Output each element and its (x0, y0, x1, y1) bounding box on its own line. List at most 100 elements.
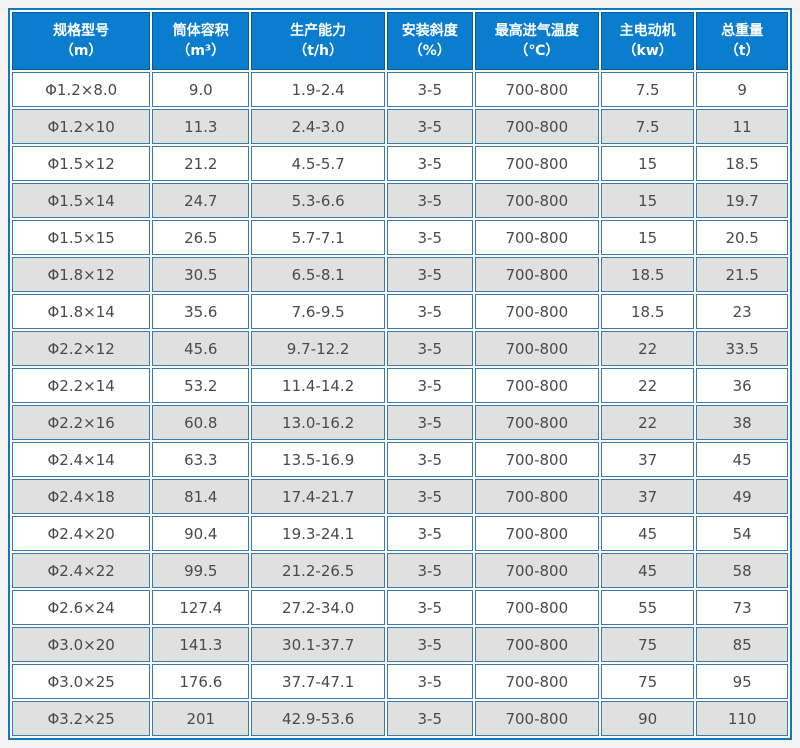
cell-r8-c0: Φ2.2×14 (12, 368, 151, 403)
cell-r17-c6: 110 (696, 701, 788, 736)
cell-r17-c3: 3-5 (386, 701, 473, 736)
cell-r16-c0: Φ3.0×25 (12, 664, 151, 699)
cell-r14-c4: 700-800 (474, 590, 600, 625)
table-row: Φ2.4×14 63.3 13.5-16.9 3-5 700-800 37 45 (12, 442, 788, 477)
cell-r10-c3: 3-5 (386, 442, 473, 477)
cell-r12-c5: 45 (601, 516, 695, 551)
cell-r14-c0: Φ2.6×24 (12, 590, 151, 625)
cell-r11-c6: 49 (696, 479, 788, 514)
cell-r2-c0: Φ1.5×12 (12, 146, 151, 181)
cell-r2-c4: 700-800 (474, 146, 600, 181)
cell-r9-c2: 13.0-16.2 (251, 405, 385, 440)
cell-r15-c2: 30.1-37.7 (251, 627, 385, 662)
column-title: 生产能力 (290, 22, 347, 39)
cell-r8-c4: 700-800 (474, 368, 600, 403)
cell-r0-c4: 700-800 (474, 72, 600, 107)
cell-r3-c1: 24.7 (152, 183, 250, 218)
cell-r7-c4: 700-800 (474, 331, 600, 366)
cell-r7-c2: 9.7-12.2 (251, 331, 385, 366)
cell-r5-c6: 21.5 (696, 257, 788, 292)
cell-r1-c0: Φ1.2×10 (12, 109, 151, 144)
cell-r13-c2: 21.2-26.5 (251, 553, 385, 588)
table-row: Φ2.4×20 90.4 19.3-24.1 3-5 700-800 45 54 (12, 516, 788, 551)
cell-r7-c3: 3-5 (386, 331, 473, 366)
cell-r17-c0: Φ3.2×25 (12, 701, 151, 736)
cell-r4-c2: 5.7-7.1 (251, 220, 385, 255)
cell-r9-c0: Φ2.2×16 (12, 405, 151, 440)
column-unit: （m³） (176, 43, 226, 59)
cell-r5-c0: Φ1.8×12 (12, 257, 151, 292)
cell-r2-c5: 15 (601, 146, 695, 181)
cell-r7-c6: 33.5 (696, 331, 788, 366)
cell-r0-c3: 3-5 (386, 72, 473, 107)
cell-r14-c3: 3-5 (386, 590, 473, 625)
cell-r0-c0: Φ1.2×8.0 (12, 72, 151, 107)
cell-r14-c6: 73 (696, 590, 788, 625)
cell-r15-c1: 141.3 (152, 627, 250, 662)
column-header-3: 安装斜度 （%） (386, 12, 473, 70)
cell-r0-c5: 7.5 (601, 72, 695, 107)
cell-r9-c6: 38 (696, 405, 788, 440)
cell-r8-c5: 22 (601, 368, 695, 403)
cell-r16-c1: 176.6 (152, 664, 250, 699)
cell-r9-c1: 60.8 (152, 405, 250, 440)
cell-r2-c3: 3-5 (386, 146, 473, 181)
table-row: Φ2.2×14 53.2 11.4-14.2 3-5 700-800 22 36 (12, 368, 788, 403)
column-title: 主电动机 (619, 22, 676, 39)
cell-r16-c5: 75 (601, 664, 695, 699)
cell-r6-c6: 23 (696, 294, 788, 329)
cell-r13-c1: 99.5 (152, 553, 250, 588)
table-row: Φ2.2×16 60.8 13.0-16.2 3-5 700-800 22 38 (12, 405, 788, 440)
cell-r3-c4: 700-800 (474, 183, 600, 218)
column-header-2: 生产能力 （t/h） (251, 12, 385, 70)
cell-r11-c2: 17.4-21.7 (251, 479, 385, 514)
cell-r4-c5: 15 (601, 220, 695, 255)
cell-r15-c0: Φ3.0×20 (12, 627, 151, 662)
cell-r13-c6: 58 (696, 553, 788, 588)
cell-r13-c3: 3-5 (386, 553, 473, 588)
cell-r3-c2: 5.3-6.6 (251, 183, 385, 218)
cell-r12-c2: 19.3-24.1 (251, 516, 385, 551)
cell-r2-c6: 18.5 (696, 146, 788, 181)
column-unit: （℃） (514, 43, 560, 59)
cell-r12-c6: 54 (696, 516, 788, 551)
spec-table: 规格型号 （m） 筒体容积 （m³） 生产能力 （t/h） 安装斜度 （%） 最高进气温度 （℃）… (8, 8, 792, 740)
cell-r10-c0: Φ2.4×14 (12, 442, 151, 477)
column-unit: （t/h） (293, 43, 344, 59)
cell-r4-c3: 3-5 (386, 220, 473, 255)
table-header: 规格型号 （m） 筒体容积 （m³） 生产能力 （t/h） 安装斜度 （%） 最高进气温度 （℃）… (12, 12, 788, 70)
cell-r11-c4: 700-800 (474, 479, 600, 514)
cell-r8-c1: 53.2 (152, 368, 250, 403)
table-row: Φ1.2×8.0 9.0 1.9-2.4 3-5 700-800 7.5 9 (12, 72, 788, 107)
cell-r15-c6: 85 (696, 627, 788, 662)
table-row: Φ3.0×25 176.6 37.7-47.1 3-5 700-800 75 95 (12, 664, 788, 699)
cell-r0-c6: 9 (696, 72, 788, 107)
cell-r4-c6: 20.5 (696, 220, 788, 255)
column-title: 规格型号 (53, 22, 110, 39)
column-unit: （t） (724, 43, 760, 59)
cell-r8-c2: 11.4-14.2 (251, 368, 385, 403)
cell-r17-c2: 42.9-53.6 (251, 701, 385, 736)
cell-r12-c0: Φ2.4×20 (12, 516, 151, 551)
cell-r14-c2: 27.2-34.0 (251, 590, 385, 625)
column-header-5: 主电动机 （kw） (601, 12, 695, 70)
column-unit: （kw） (622, 43, 673, 59)
cell-r3-c0: Φ1.5×14 (12, 183, 151, 218)
cell-r6-c3: 3-5 (386, 294, 473, 329)
cell-r17-c5: 90 (601, 701, 695, 736)
table-row: Φ1.8×12 30.5 6.5-8.1 3-5 700-800 18.5 21.5 (12, 257, 788, 292)
cell-r4-c1: 26.5 (152, 220, 250, 255)
cell-r2-c1: 21.2 (152, 146, 250, 181)
cell-r0-c2: 1.9-2.4 (251, 72, 385, 107)
cell-r5-c2: 6.5-8.1 (251, 257, 385, 292)
cell-r2-c2: 4.5-5.7 (251, 146, 385, 181)
cell-r15-c3: 3-5 (386, 627, 473, 662)
cell-r1-c6: 11 (696, 109, 788, 144)
cell-r4-c0: Φ1.5×15 (12, 220, 151, 255)
cell-r3-c3: 3-5 (386, 183, 473, 218)
column-title: 筒体容积 (172, 22, 229, 39)
cell-r13-c4: 700-800 (474, 553, 600, 588)
cell-r0-c1: 9.0 (152, 72, 250, 107)
column-header-0: 规格型号 （m） (12, 12, 151, 70)
